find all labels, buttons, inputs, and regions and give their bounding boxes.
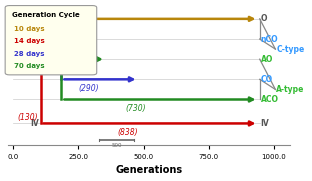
Text: (146): (146)	[67, 64, 87, 73]
Text: 70 days: 70 days	[14, 63, 44, 69]
Text: O: O	[54, 65, 60, 74]
Text: IV: IV	[261, 119, 269, 128]
Text: C-type: C-type	[276, 45, 305, 54]
Text: CO: CO	[261, 75, 273, 84]
Text: nCO: nCO	[261, 35, 278, 43]
Text: 28 days: 28 days	[14, 51, 44, 57]
Text: 10 days: 10 days	[14, 26, 44, 32]
Text: IV: IV	[31, 119, 39, 128]
Text: (290): (290)	[78, 84, 99, 93]
Text: AO: AO	[261, 55, 273, 64]
Text: O: O	[261, 14, 267, 23]
Text: (730): (730)	[125, 104, 146, 113]
Text: (838): (838)	[118, 128, 138, 137]
Text: (37): (37)	[67, 43, 82, 52]
Text: A-type: A-type	[276, 85, 305, 94]
FancyBboxPatch shape	[5, 6, 97, 75]
Text: 500: 500	[112, 143, 122, 148]
Text: Generation Cycle: Generation Cycle	[12, 12, 80, 18]
Text: (130): (130)	[17, 113, 38, 122]
Text: 14 days: 14 days	[14, 38, 44, 44]
X-axis label: Generations: Generations	[115, 165, 183, 175]
Text: ACO: ACO	[261, 95, 279, 104]
